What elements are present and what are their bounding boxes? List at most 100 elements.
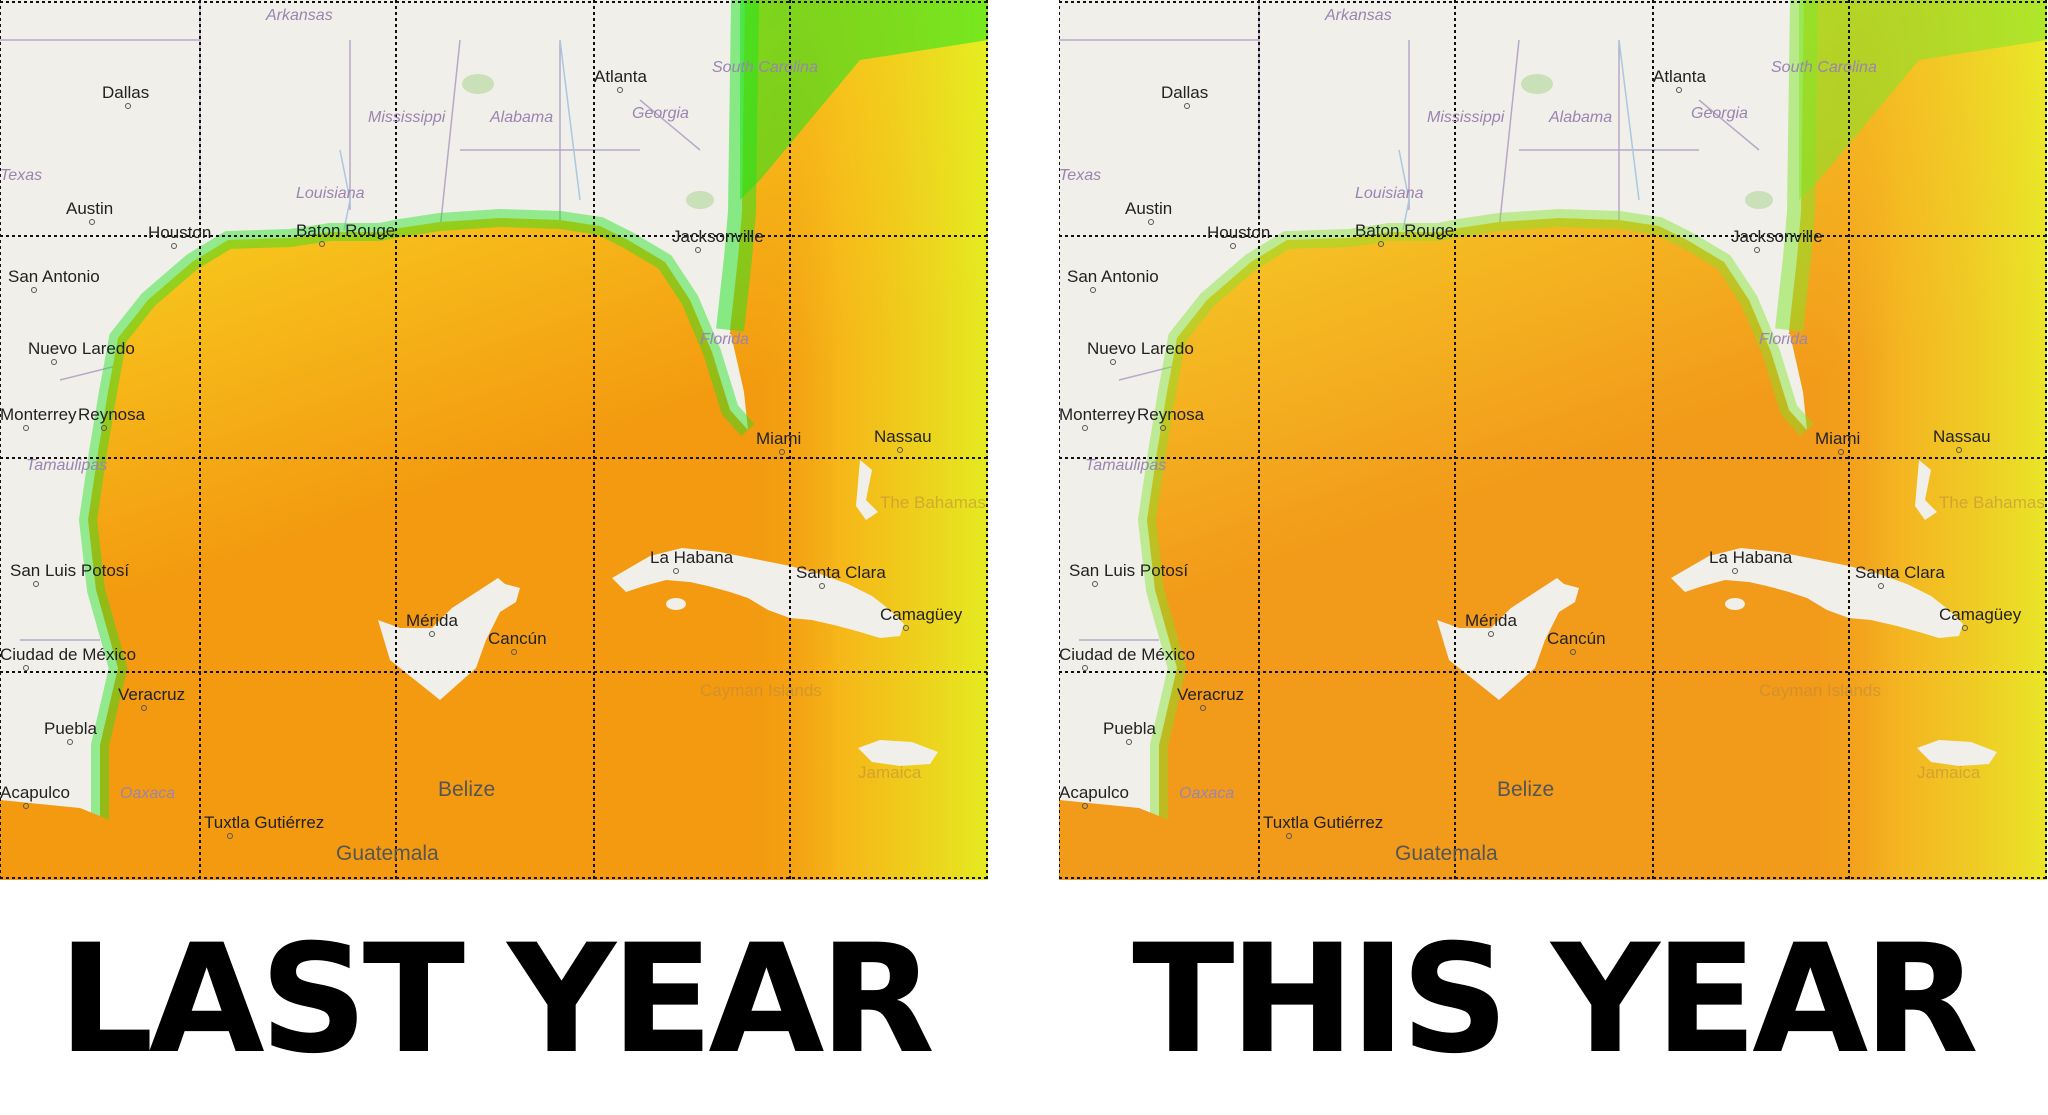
border-line: [439, 39, 461, 231]
region-label: Alabama: [1548, 109, 1612, 126]
park-area: [462, 74, 494, 94]
city-label: Austin: [1125, 199, 1172, 218]
country-label: Jamaica: [858, 763, 922, 782]
city-label: Reynosa: [1137, 405, 1205, 424]
city-label: Monterrey: [0, 405, 77, 424]
city-dot: [1184, 103, 1190, 109]
river-line: [339, 149, 351, 231]
region-label: Oaxaca: [1179, 785, 1234, 802]
city-label: Baton Rouge: [1355, 221, 1454, 240]
city-dot: [429, 631, 435, 637]
region-label: Florida: [700, 331, 749, 348]
country-label: Guatemala: [1395, 842, 1498, 865]
city-label: Nassau: [874, 427, 932, 446]
city-label: Atlanta: [1653, 67, 1706, 86]
city-label: Miami: [756, 429, 801, 448]
city-label: Reynosa: [78, 405, 146, 424]
country-label: Cayman Islands: [700, 681, 822, 700]
cuba-island: [1671, 548, 1963, 638]
pacific-layer: [1059, 800, 1279, 880]
city-dot: [1570, 649, 1576, 655]
city-label: Tuxtla Gutiérrez: [1263, 813, 1383, 832]
city-label: Acapulco: [1059, 783, 1129, 802]
city-dot: [1160, 425, 1166, 431]
caption-last-year: LAST YEAR: [58, 913, 935, 1087]
city-label: Houston: [148, 223, 211, 242]
city-dot: [23, 665, 29, 671]
city-dot: [67, 739, 73, 745]
caption-this-year: THIS YEAR: [1132, 913, 1979, 1087]
country-label: The Bahamas: [880, 493, 986, 512]
region-label: Florida: [1759, 331, 1808, 348]
city-dot: [1732, 568, 1738, 574]
city-dot: [903, 625, 909, 631]
city-label: Cancún: [488, 629, 547, 648]
city-dot: [1378, 241, 1384, 247]
bahamas-islands: [856, 460, 878, 520]
city-dot: [51, 359, 57, 365]
river-line: [1398, 149, 1410, 231]
city-label: Monterrey: [1059, 405, 1136, 424]
sst-map-this-year: Dallas Atlanta Austin Houston Baton Rouge Jac…: [1059, 0, 2047, 880]
region-label: South Carolina: [1771, 59, 1877, 76]
region-label: Oaxaca: [120, 785, 175, 802]
country-label: Cayman Islands: [1759, 681, 1881, 700]
region-label: South Carolina: [712, 59, 818, 76]
border-line: [1698, 99, 1760, 151]
city-dot: [141, 705, 147, 711]
country-label: Guatemala: [336, 842, 439, 865]
river-line: [559, 39, 581, 201]
region-label: Louisiana: [1355, 185, 1424, 202]
city-label: Mérida: [406, 611, 459, 630]
city-label: Jacksonville: [672, 227, 764, 246]
city-label: Santa Clara: [796, 563, 886, 582]
city-label: Miami: [1815, 429, 1860, 448]
park-area: [1521, 74, 1553, 94]
park-area: [1745, 191, 1773, 209]
region-label: Alabama: [489, 109, 553, 126]
city-label: Nuevo Laredo: [28, 339, 135, 358]
city-label: Dallas: [102, 83, 149, 102]
city-label: San Luis Potosí: [10, 561, 129, 580]
sst-map-last-year: Dallas Atlanta Austin Houston Baton Rouge Jac…: [0, 0, 988, 880]
city-label: Atlanta: [594, 67, 647, 86]
region-label: Tamaulipas: [26, 457, 107, 474]
country-label: Jamaica: [1917, 763, 1981, 782]
country-label: Belize: [1497, 778, 1554, 801]
country-label: Belize: [438, 778, 495, 801]
city-dot: [1126, 739, 1132, 745]
river-line: [1618, 39, 1640, 201]
jamaica-island: [858, 740, 938, 766]
city-label: Dallas: [1161, 83, 1208, 102]
city-label: Cancún: [1547, 629, 1606, 648]
city-dot: [1110, 359, 1116, 365]
city-dot: [1676, 87, 1682, 93]
pacific-layer: [0, 800, 220, 880]
city-dot: [23, 803, 29, 809]
city-label: Ciudad de México: [0, 645, 136, 664]
city-label: San Luis Potosí: [1069, 561, 1188, 580]
city-label: Baton Rouge: [296, 221, 395, 240]
region-label: Louisiana: [296, 185, 365, 202]
city-dot: [1754, 247, 1760, 253]
city-label: Ciudad de México: [1059, 645, 1195, 664]
city-dot: [617, 87, 623, 93]
region-label: Texas: [1059, 167, 1101, 184]
city-dot: [1488, 631, 1494, 637]
region-label: Georgia: [632, 105, 689, 122]
city-dot: [33, 581, 39, 587]
city-label: Camagüey: [880, 605, 963, 624]
city-dot: [1878, 583, 1884, 589]
city-label: La Habana: [650, 548, 734, 567]
city-dot: [23, 425, 29, 431]
city-label: Tuxtla Gutiérrez: [204, 813, 324, 832]
city-label: Puebla: [44, 719, 97, 738]
park-area: [686, 191, 714, 209]
region-label: Mississippi: [1427, 109, 1505, 126]
city-dot: [1838, 449, 1844, 455]
city-dot: [125, 103, 131, 109]
border-line: [639, 99, 701, 151]
city-dot: [171, 243, 177, 249]
city-label: Veracruz: [118, 685, 185, 704]
region-label: Texas: [0, 167, 42, 184]
